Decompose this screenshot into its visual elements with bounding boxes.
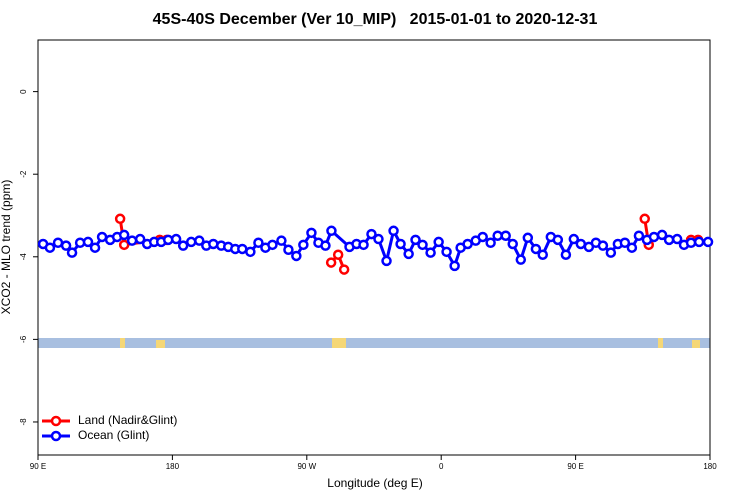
y-tick-label: 0 xyxy=(19,89,28,94)
data-point xyxy=(560,249,572,260)
legend-marker xyxy=(50,415,62,427)
x-tick-label: 90 E xyxy=(567,462,583,471)
data-point xyxy=(425,247,436,258)
data-point xyxy=(395,238,406,250)
data-point xyxy=(530,243,542,255)
y-tick-label: -8 xyxy=(19,418,28,426)
data-point xyxy=(492,230,503,241)
x-tick-label: 90 W xyxy=(297,462,316,471)
data-point xyxy=(126,235,138,246)
data-point xyxy=(134,233,146,245)
x-tick-label: 0 xyxy=(439,462,444,471)
data-point xyxy=(114,213,126,225)
y-tick-label: -2 xyxy=(19,170,28,178)
data-point xyxy=(648,231,660,243)
y-tick-label: -4 xyxy=(19,253,28,261)
data-point xyxy=(477,231,488,243)
data-point xyxy=(373,233,384,245)
chart-title: 45S-40S December (Ver 10_MIP) 2015-01-01… xyxy=(153,11,598,28)
data-point xyxy=(291,250,302,262)
data-point xyxy=(381,255,392,267)
data-point xyxy=(44,242,56,253)
data-point xyxy=(485,237,496,249)
data-point xyxy=(685,237,697,249)
data-point xyxy=(403,248,414,260)
legend: Land (Nadir&Glint)Ocean (Glint) xyxy=(42,413,177,442)
data-point xyxy=(89,242,101,253)
data-point xyxy=(52,237,64,249)
data-point xyxy=(656,229,668,241)
data-point xyxy=(325,257,337,268)
data-point xyxy=(237,243,248,255)
data-point xyxy=(619,237,631,249)
data-point xyxy=(185,236,197,248)
data-point xyxy=(170,233,182,245)
x-tick-label: 180 xyxy=(166,462,180,471)
data-point xyxy=(326,225,337,237)
data-point xyxy=(522,232,534,244)
data-point xyxy=(462,238,473,250)
data-point xyxy=(283,244,294,256)
data-point xyxy=(338,264,350,275)
data-point xyxy=(663,234,675,246)
data-point xyxy=(693,236,705,248)
data-point xyxy=(671,233,683,245)
data-point xyxy=(597,240,609,251)
data-point xyxy=(267,239,278,251)
data-point xyxy=(276,235,287,246)
data-point xyxy=(568,233,580,245)
data-point xyxy=(60,240,72,251)
data-point xyxy=(118,239,130,251)
y-axis-label: XCO2 - MLO trend (ppm) xyxy=(0,180,13,315)
data-point xyxy=(626,242,638,253)
data-point xyxy=(306,227,317,239)
data-point xyxy=(177,240,189,251)
data-point xyxy=(605,247,617,258)
data-point xyxy=(552,234,564,246)
plot-frame xyxy=(37,39,711,456)
data-point xyxy=(515,254,527,265)
data-point xyxy=(537,249,548,260)
data-point xyxy=(358,239,369,251)
data-point xyxy=(366,228,377,240)
data-point xyxy=(332,249,344,260)
data-point xyxy=(639,213,650,225)
data-point xyxy=(449,260,460,272)
data-point xyxy=(96,231,108,243)
surface-strip xyxy=(38,338,710,348)
x-axis-label: Longitude (deg E) xyxy=(327,476,422,490)
x-tick-label: 180 xyxy=(703,462,717,471)
data-point xyxy=(253,237,264,249)
y-tick-label: -6 xyxy=(19,335,28,343)
data-point xyxy=(194,235,205,246)
data-point xyxy=(118,229,130,241)
data-point xyxy=(417,239,428,251)
data-point xyxy=(245,246,256,258)
legend-marker xyxy=(50,430,62,442)
data-point xyxy=(410,234,421,246)
data-point xyxy=(298,239,309,251)
legend-label: Land (Nadir&Glint) xyxy=(78,413,177,427)
legend-label: Ocean (Glint) xyxy=(78,428,149,442)
data-point xyxy=(82,236,94,248)
data-point xyxy=(500,230,511,241)
data-point xyxy=(441,246,452,258)
data-point xyxy=(66,247,78,258)
data-point xyxy=(633,230,645,241)
data-point xyxy=(388,225,399,237)
data-point xyxy=(575,238,587,250)
data-point xyxy=(507,238,518,250)
data-point xyxy=(702,236,714,248)
data-point xyxy=(433,236,444,248)
x-tick-label: 90 E xyxy=(30,462,46,471)
data-point xyxy=(320,240,331,251)
